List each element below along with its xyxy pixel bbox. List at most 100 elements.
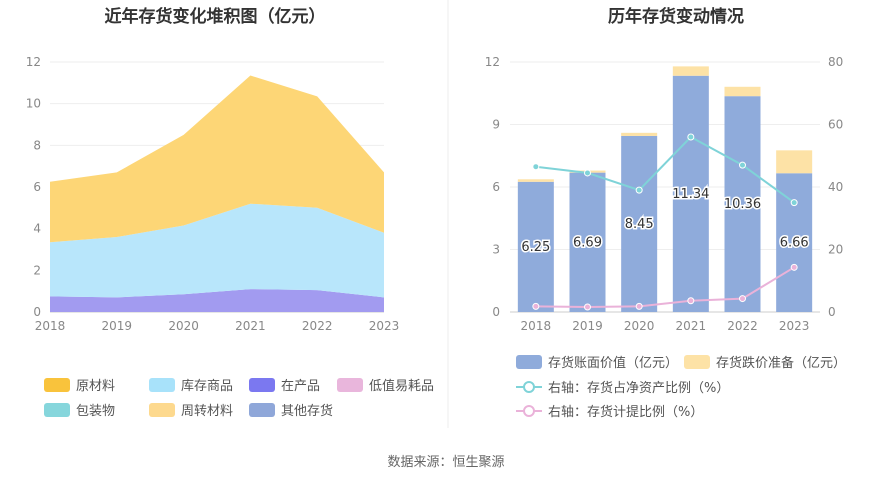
left-x-tick-label: 2023 — [369, 319, 400, 333]
right-legend-swatch — [516, 355, 542, 369]
bar-book-value — [672, 75, 709, 312]
line-series-0 — [535, 135, 795, 204]
left-x-tick-label: 2020 — [168, 319, 199, 333]
right-y-tick-label: 3 — [492, 243, 500, 257]
right-right-y-axis: 0 20 40 60 80 — [828, 55, 843, 319]
left-y-tick-label: 8 — [33, 138, 41, 152]
right-y-tick-label: 9 — [492, 118, 500, 132]
left-x-tick-label: 2018 — [35, 319, 66, 333]
left-x-tick-label: 2019 — [102, 319, 133, 333]
bar-impairment — [517, 179, 554, 182]
line-point — [739, 295, 746, 303]
area-series-0 — [50, 289, 384, 312]
bar-impairment — [776, 150, 813, 174]
line-point — [584, 303, 591, 311]
bar-book-value — [569, 172, 606, 312]
right-lines — [532, 133, 798, 311]
line-point — [687, 297, 695, 305]
right-x-tick-label: 2023 — [779, 319, 810, 333]
left-legend-label: 低值易耗品 — [369, 378, 434, 394]
bar-value-label: 6.69 — [573, 235, 602, 250]
right-y2-tick-label: 20 — [828, 243, 843, 257]
right-chart: 历年存货变动情况 6.25 6.69 8.45 11.34 10.36 6.66 0 3 6 9… — [485, 6, 846, 420]
area-series-2 — [50, 75, 384, 243]
right-y2-tick-label: 0 — [828, 305, 836, 319]
left-y-tick-label: 2 — [33, 263, 41, 277]
left-y-tick-label: 0 — [33, 305, 41, 319]
right-legend-label: 存货跌价准备（亿元） — [716, 355, 846, 371]
right-x-tick-label: 2019 — [572, 319, 603, 333]
right-left-y-axis: 0 3 6 9 12 — [485, 55, 500, 319]
bar-book-value — [776, 173, 813, 312]
right-legend-label: 右轴：存货计提比例（%） — [548, 404, 703, 420]
left-legend-swatch — [149, 378, 175, 392]
right-y2-tick-label: 40 — [828, 180, 843, 194]
left-legend-swatch — [44, 403, 70, 417]
line-point — [532, 302, 540, 310]
bar-value-label: 10.36 — [724, 197, 761, 212]
right-y2-tick-label: 80 — [828, 55, 843, 69]
left-x-tick-label: 2022 — [302, 319, 333, 333]
line-point — [635, 302, 643, 310]
right-y2-tick-label: 60 — [828, 118, 843, 132]
right-legend-marker — [523, 381, 535, 393]
left-legend-swatch — [44, 378, 70, 392]
right-bar-labels: 6.25 6.69 8.45 11.34 10.36 6.66 — [520, 185, 810, 256]
right-y-tick-label: 12 — [485, 55, 500, 69]
left-y-tick-label: 10 — [26, 97, 41, 111]
right-legend-label: 右轴：存货占净资产比例（%） — [548, 380, 729, 396]
line-point — [739, 161, 746, 169]
left-x-tick-label: 2021 — [235, 319, 266, 333]
line-point — [790, 199, 798, 207]
right-x-tick-label: 2021 — [676, 319, 707, 333]
left-legend-label: 在产品 — [281, 379, 320, 394]
left-legend-label: 其他存货 — [281, 403, 333, 419]
bar-impairment — [672, 66, 709, 76]
bar-impairment — [724, 86, 761, 97]
left-legend-swatch — [149, 403, 175, 417]
left-legend-label: 库存商品 — [181, 378, 233, 394]
line-point — [687, 133, 695, 141]
left-x-axis: 2018 2019 2020 2021 2022 2023 — [35, 319, 400, 333]
left-areas — [50, 75, 384, 312]
line-series-1 — [535, 266, 795, 309]
right-legend: 存货账面价值（亿元） 存货跌价准备（亿元） 右轴：存货占净资产比例（%） 右轴：存货计… — [516, 355, 846, 420]
left-legend-swatch — [249, 403, 275, 417]
left-y-tick-label: 6 — [33, 180, 41, 194]
left-chart: 近年存货变化堆积图（亿元） 0 2 4 6 8 10 12 2018 2019 2020 2021… — [26, 6, 434, 419]
bar-value-label: 6.66 — [780, 236, 809, 251]
data-source-note: 数据来源：恒生聚源 — [387, 455, 504, 470]
bar-book-value — [517, 181, 554, 312]
right-legend-label: 存货账面价值（亿元） — [548, 355, 678, 371]
left-y-tick-label: 12 — [26, 55, 41, 69]
right-y-tick-label: 6 — [492, 180, 500, 194]
line-point — [584, 169, 591, 177]
line-point — [635, 186, 643, 194]
left-legend-label: 包装物 — [76, 404, 115, 419]
bar-value-label: 8.45 — [625, 217, 654, 232]
right-x-tick-label: 2018 — [521, 319, 552, 333]
left-legend-label: 周转材料 — [181, 404, 233, 419]
line-point — [532, 163, 540, 171]
right-x-tick-label: 2020 — [624, 319, 655, 333]
right-grid — [510, 61, 820, 313]
line-point — [790, 263, 798, 271]
bar-value-label: 11.34 — [672, 187, 709, 202]
left-legend-label: 原材料 — [76, 379, 115, 394]
left-y-tick-label: 4 — [33, 222, 41, 236]
bar-book-value — [621, 135, 658, 312]
right-chart-title: 历年存货变动情况 — [608, 6, 744, 27]
right-legend-swatch — [684, 355, 710, 369]
left-legend-swatch — [337, 378, 363, 392]
bar-value-label: 6.25 — [521, 240, 550, 255]
left-legend-swatch — [249, 378, 275, 392]
right-legend-marker — [523, 405, 535, 417]
left-y-axis: 0 2 4 6 8 10 12 — [26, 55, 41, 319]
area-series-1 — [50, 203, 384, 298]
bar-impairment — [621, 132, 658, 136]
right-bars — [517, 66, 813, 313]
bar-book-value — [724, 96, 761, 313]
right-x-axis: 2018 2019 2020 2021 2022 2023 — [521, 319, 810, 333]
